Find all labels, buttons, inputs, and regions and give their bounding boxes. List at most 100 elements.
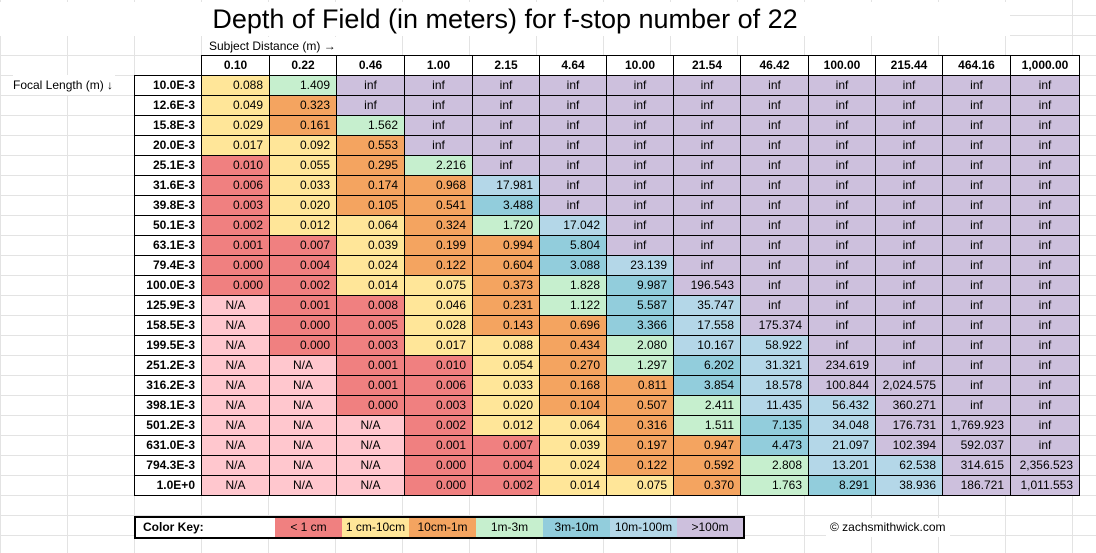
table-cell: inf (1010, 215, 1080, 236)
table-cell: 0.064 (336, 215, 405, 236)
table-cell: inf (740, 295, 809, 316)
table-cell: 0.004 (472, 455, 540, 476)
table-cell: 0.000 (404, 455, 473, 476)
table-cell: 0.168 (539, 375, 607, 396)
color-key-item: 3m-10m (543, 517, 610, 538)
table-cell: 0.541 (404, 195, 473, 216)
table-cell: 0.088 (201, 75, 270, 96)
table-cell: inf (808, 135, 876, 156)
table-cell: 0.003 (201, 195, 270, 216)
table-cell: 0.039 (336, 235, 405, 256)
table-cell: 0.696 (539, 315, 607, 336)
table-row: 316.2E-3 N/A N/A 0.001 0.006 0.033 0.168 0.811 3… (134, 375, 1080, 396)
table-cell: 0.028 (404, 315, 473, 336)
table-cell: N/A (201, 335, 270, 356)
table-cell: N/A (336, 475, 405, 496)
table-cell: 17.558 (673, 315, 741, 336)
table-cell: inf (1010, 335, 1080, 356)
table-cell: inf (875, 335, 943, 356)
table-cell: 6.202 (673, 355, 741, 376)
table-cell: inf (1010, 275, 1080, 296)
row-header: 79.4E-3 (134, 255, 202, 276)
table-cell: inf (1010, 115, 1080, 136)
table-cell: inf (808, 315, 876, 336)
table-cell: inf (808, 75, 876, 96)
color-key-item: 1 cm-10cm (342, 517, 409, 538)
table-cell: N/A (201, 415, 270, 436)
color-key-item: >100m (677, 517, 744, 538)
table-cell: 0.033 (472, 375, 540, 396)
table-row: 12.6E-3 0.049 0.323 inf inf inf inf inf inf inf in… (134, 95, 1080, 116)
table-cell: inf (404, 135, 473, 156)
corner-cell (134, 55, 202, 76)
column-header: 21.54 (673, 55, 741, 76)
column-header: 100.00 (808, 55, 876, 76)
table-cell: 0.104 (539, 395, 607, 416)
table-cell: inf (1010, 75, 1080, 96)
table-cell: inf (606, 235, 674, 256)
table-cell: 13.201 (808, 455, 876, 476)
table-cell: 0.006 (201, 175, 270, 196)
table-cell: 0.001 (269, 295, 337, 316)
table-cell: 5.804 (539, 235, 607, 256)
table-cell: 0.373 (472, 275, 540, 296)
table-cell: 0.075 (606, 475, 674, 496)
table-cell: inf (942, 375, 1011, 396)
table-cell: inf (673, 195, 741, 216)
table-cell: N/A (201, 355, 270, 376)
table-cell: 10.167 (673, 335, 741, 356)
page-title: Depth of Field (in meters) for f-stop nu… (0, 2, 1010, 36)
table-cell: 38.936 (875, 475, 943, 496)
table-cell: inf (404, 75, 473, 96)
table-cell: 2.216 (404, 155, 473, 176)
table-cell: inf (740, 255, 809, 276)
table-cell: 0.088 (472, 335, 540, 356)
header-row: 0.10 0.22 0.46 1.00 2.15 4.64 10.00 21.54 46.42 1… (134, 55, 1080, 76)
table-cell: 1,011.553 (1010, 475, 1080, 496)
table-cell: 0.000 (269, 315, 337, 336)
table-cell: 0.024 (336, 255, 405, 276)
table-cell: 0.020 (472, 395, 540, 416)
table-cell: inf (942, 275, 1011, 296)
table-row: 158.5E-3 N/A 0.000 0.005 0.028 0.143 0.696 3.36… (134, 315, 1080, 336)
table-row: 10.0E-3 0.088 1.409 inf inf inf inf inf inf inf in… (134, 75, 1080, 96)
table-cell: inf (1010, 355, 1080, 376)
table-cell: inf (1010, 415, 1080, 436)
column-header: 2.15 (472, 55, 540, 76)
table-cell: inf (539, 175, 607, 196)
row-header: 10.0E-3 (134, 75, 202, 96)
table-cell: inf (875, 175, 943, 196)
table-cell: inf (942, 335, 1011, 356)
table-cell: N/A (269, 395, 337, 416)
table-cell: 1.511 (673, 415, 741, 436)
table-cell: 23.139 (606, 255, 674, 276)
table-cell: inf (673, 75, 741, 96)
table-cell: inf (539, 95, 607, 116)
table-cell: 0.007 (472, 435, 540, 456)
table-cell: 360.271 (875, 395, 943, 416)
table-cell: inf (539, 135, 607, 156)
table-cell: 0.002 (269, 275, 337, 296)
color-key-item: 10m-100m (610, 517, 677, 538)
table-cell: inf (942, 95, 1011, 116)
table-cell: 0.197 (606, 435, 674, 456)
table-cell: 0.010 (201, 155, 270, 176)
table-cell: inf (808, 235, 876, 256)
table-cell: 102.394 (875, 435, 943, 456)
table-cell: inf (740, 215, 809, 236)
table-cell: inf (1010, 315, 1080, 336)
table-cell: inf (472, 155, 540, 176)
table-cell: 0.005 (336, 315, 405, 336)
copyright-text: © zachsmithwick.com (826, 518, 950, 537)
table-cell: 2.411 (673, 395, 741, 416)
table-cell: inf (875, 275, 943, 296)
row-header: 63.1E-3 (134, 235, 202, 256)
table-cell: 0.604 (472, 255, 540, 276)
table-cell: 0.020 (269, 195, 337, 216)
table-cell: 0.000 (201, 255, 270, 276)
table-cell: N/A (201, 315, 270, 336)
row-header: 398.1E-3 (134, 395, 202, 416)
table-cell: 0.122 (606, 455, 674, 476)
table-row: 199.5E-3 N/A 0.000 0.003 0.017 0.088 0.434 2.08… (134, 335, 1080, 356)
table-row: 50.1E-3 0.002 0.012 0.064 0.324 1.720 17.042 in… (134, 215, 1080, 236)
